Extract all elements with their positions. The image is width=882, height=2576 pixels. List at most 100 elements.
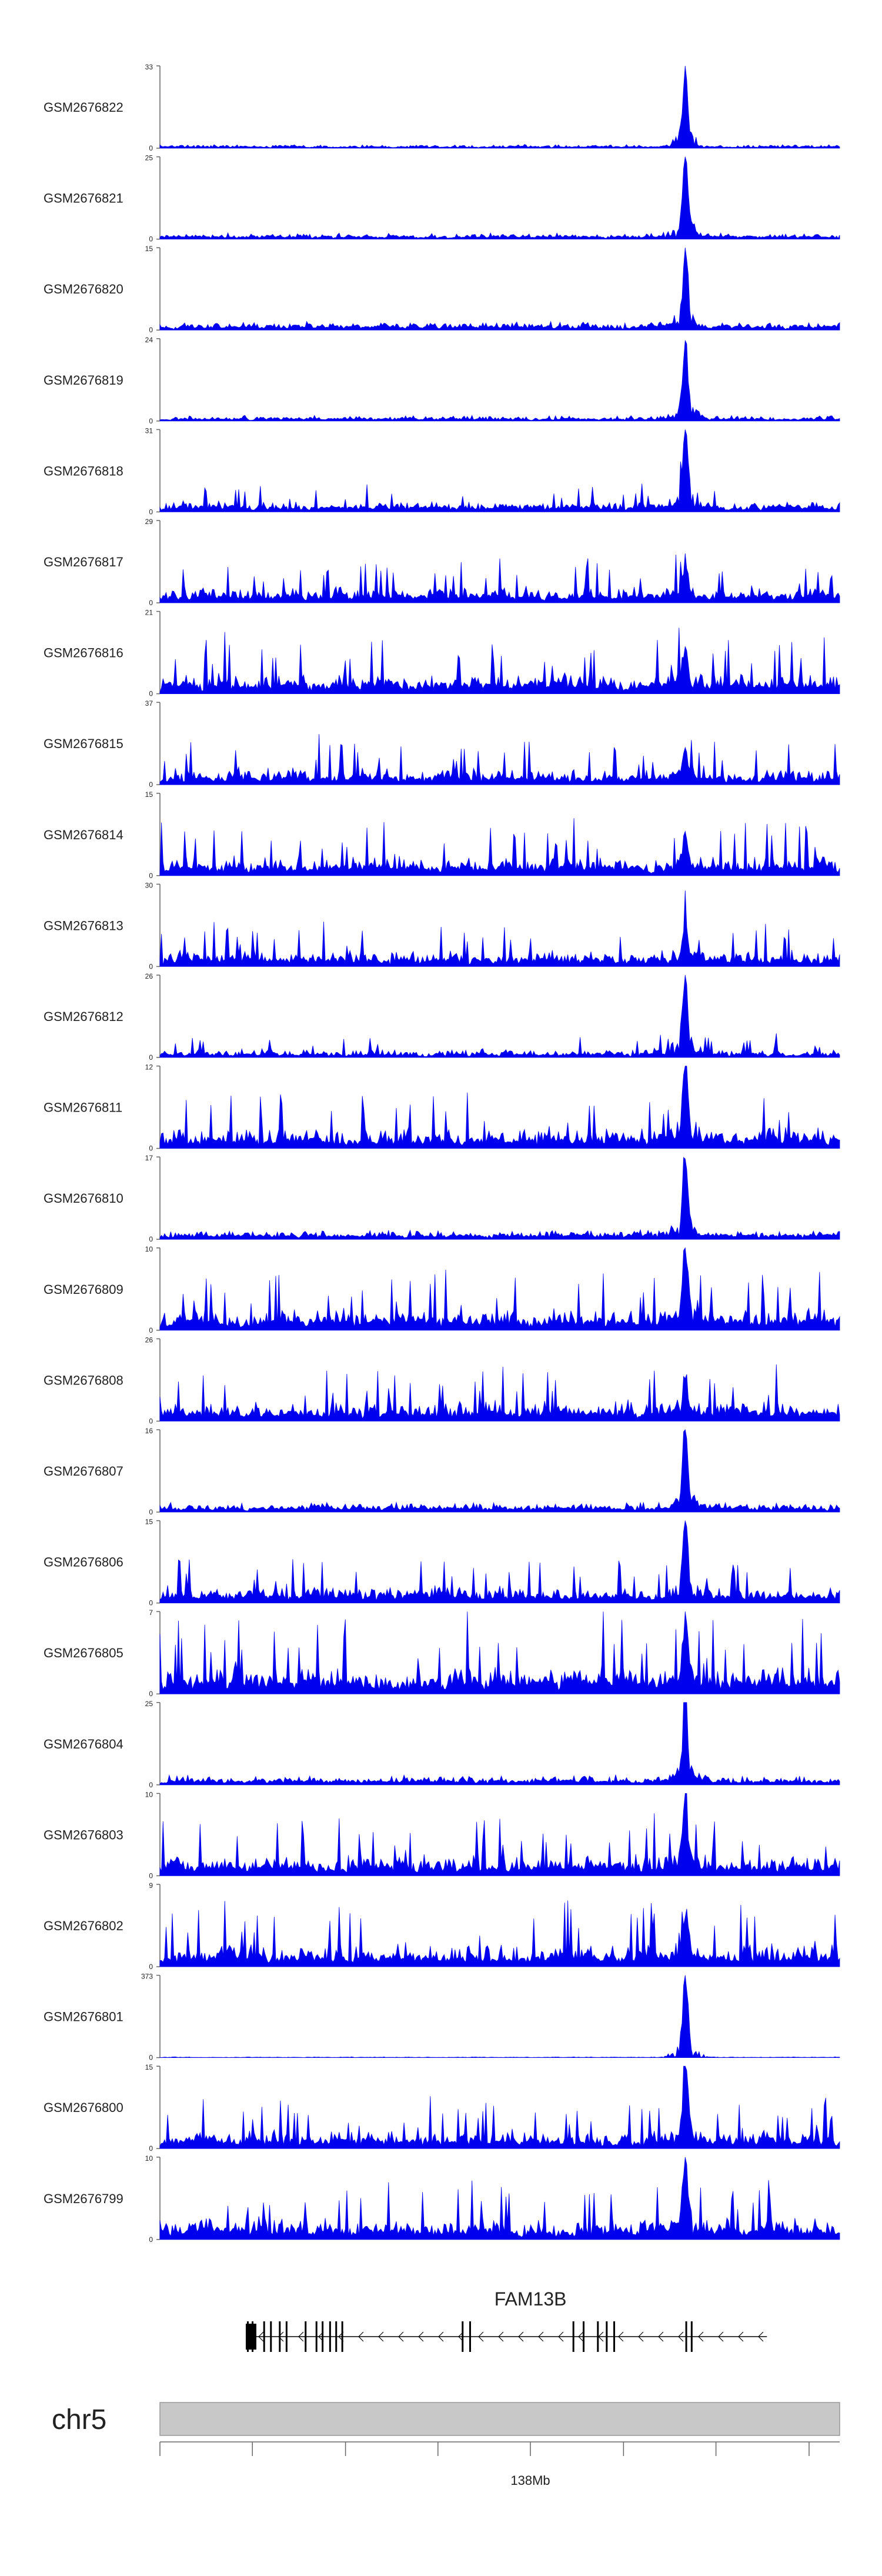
gene-exon bbox=[583, 2321, 585, 2352]
y-max-label: 15 bbox=[145, 245, 153, 253]
strand-arrow bbox=[538, 2331, 544, 2342]
strand-arrow bbox=[678, 2331, 684, 2342]
strand-arrow bbox=[498, 2331, 504, 2342]
signal-area bbox=[159, 890, 840, 967]
track-GSM2676806: GSM2676806 15 0 bbox=[44, 1518, 840, 1607]
y-min-label: 0 bbox=[149, 690, 153, 698]
strand-arrow bbox=[718, 2331, 724, 2342]
strand-arrow bbox=[618, 2331, 624, 2342]
y-min-label: 0 bbox=[149, 780, 153, 789]
strand-arrow bbox=[638, 2331, 644, 2342]
track-label: GSM2676820 bbox=[44, 282, 123, 296]
y-min-label: 0 bbox=[149, 1417, 153, 1425]
strand-arrow bbox=[418, 2331, 424, 2342]
strand-arrow bbox=[578, 2331, 584, 2342]
track-GSM2676810: GSM2676810 17 0 bbox=[44, 1154, 840, 1243]
y-min-label: 0 bbox=[149, 1963, 153, 1971]
track-label: GSM2676818 bbox=[44, 463, 123, 478]
signal-area bbox=[159, 2157, 840, 2240]
track-GSM2676802: GSM2676802 9 0 bbox=[44, 1881, 840, 1971]
track-GSM2676820: GSM2676820 15 0 bbox=[44, 245, 840, 334]
y-max-label: 33 bbox=[145, 63, 153, 71]
gene-exon bbox=[305, 2321, 307, 2352]
signal-area bbox=[159, 628, 840, 694]
y-min-label: 0 bbox=[149, 1690, 153, 1698]
track-GSM2676807: GSM2676807 16 0 bbox=[44, 1427, 840, 1516]
y-min-label: 0 bbox=[149, 1235, 153, 1243]
gene-exon bbox=[270, 2321, 272, 2352]
y-min-label: 0 bbox=[149, 1508, 153, 1516]
y-min-label: 0 bbox=[149, 2144, 153, 2153]
track-label: GSM2676802 bbox=[44, 1918, 123, 1933]
track-GSM2676803: GSM2676803 10 0 bbox=[44, 1790, 840, 1880]
y-max-label: 17 bbox=[145, 1154, 153, 1162]
gene-exon bbox=[322, 2321, 324, 2352]
y-min-label: 0 bbox=[149, 962, 153, 970]
strand-arrow bbox=[738, 2331, 744, 2342]
signal-area bbox=[159, 1364, 840, 1422]
signal-area bbox=[159, 340, 840, 422]
strand-arrow bbox=[258, 2331, 264, 2342]
signal-tracks: GSM2676822330GSM2676821250GSM2676820150G… bbox=[44, 63, 840, 2244]
chromosome-bar bbox=[159, 2402, 840, 2436]
gene-exon bbox=[246, 2321, 249, 2352]
track-GSM2676819: GSM2676819 24 0 bbox=[44, 336, 840, 425]
signal-area bbox=[159, 553, 840, 603]
track-label: GSM2676805 bbox=[44, 1646, 123, 1660]
y-max-label: 9 bbox=[149, 1881, 153, 1890]
y-max-label: 21 bbox=[145, 609, 153, 617]
strand-arrow bbox=[558, 2331, 564, 2342]
y-max-label: 15 bbox=[145, 2063, 153, 2071]
signal-area bbox=[159, 1900, 840, 1967]
strand-arrow bbox=[758, 2331, 764, 2342]
signal-area bbox=[159, 1611, 840, 1694]
signal-area bbox=[159, 1429, 840, 1513]
track-label: GSM2676821 bbox=[44, 191, 123, 206]
gene-exon bbox=[572, 2321, 574, 2352]
track-GSM2676815: GSM2676815 37 0 bbox=[44, 699, 840, 789]
strand-arrow bbox=[518, 2331, 524, 2342]
y-max-label: 25 bbox=[145, 154, 153, 162]
y-max-label: 373 bbox=[141, 1973, 153, 1981]
y-min-label: 0 bbox=[149, 508, 153, 516]
y-max-label: 15 bbox=[145, 790, 153, 799]
y-max-label: 10 bbox=[145, 2154, 153, 2163]
signal-area bbox=[159, 1066, 840, 1149]
track-label: GSM2676800 bbox=[44, 2100, 123, 2115]
y-min-label: 0 bbox=[149, 1326, 153, 1334]
signal-area bbox=[159, 1702, 840, 1786]
gene-exon bbox=[606, 2321, 608, 2352]
track-GSM2676821: GSM2676821 25 0 bbox=[44, 154, 840, 243]
track-GSM2676809: GSM2676809 10 0 bbox=[44, 1245, 840, 1334]
gene-exon bbox=[462, 2321, 464, 2352]
y-max-label: 31 bbox=[145, 426, 153, 435]
track-label: GSM2676809 bbox=[44, 1282, 123, 1297]
track-label: GSM2676807 bbox=[44, 1464, 123, 1479]
track-label: GSM2676813 bbox=[44, 918, 123, 933]
track-GSM2676808: GSM2676808 26 0 bbox=[44, 1336, 840, 1425]
strand-arrow bbox=[698, 2331, 704, 2342]
track-label: GSM2676804 bbox=[44, 1737, 123, 1751]
track-GSM2676812: GSM2676812 26 0 bbox=[44, 972, 840, 1062]
y-min-label: 0 bbox=[149, 417, 153, 425]
track-label: GSM2676799 bbox=[44, 2191, 123, 2206]
track-GSM2676818: GSM2676818 31 0 bbox=[44, 426, 840, 516]
signal-area bbox=[159, 975, 840, 1058]
signal-area bbox=[159, 2066, 840, 2149]
signal-area bbox=[159, 734, 840, 785]
signal-area bbox=[159, 1247, 840, 1331]
gene-exon bbox=[279, 2321, 281, 2352]
signal-area bbox=[159, 429, 840, 512]
y-min-label: 0 bbox=[149, 1871, 153, 1880]
signal-area bbox=[159, 1975, 840, 2058]
y-min-label: 0 bbox=[149, 1144, 153, 1153]
chromosome-ideogram-track: chr5 138Mb bbox=[52, 2402, 840, 2488]
strand-arrow bbox=[398, 2331, 404, 2342]
track-label: GSM2676803 bbox=[44, 1827, 123, 1842]
signal-area bbox=[159, 65, 840, 149]
y-max-label: 10 bbox=[145, 1245, 153, 1253]
signal-area bbox=[159, 818, 840, 876]
gene-exon bbox=[469, 2321, 471, 2352]
track-label: GSM2676815 bbox=[44, 736, 123, 751]
